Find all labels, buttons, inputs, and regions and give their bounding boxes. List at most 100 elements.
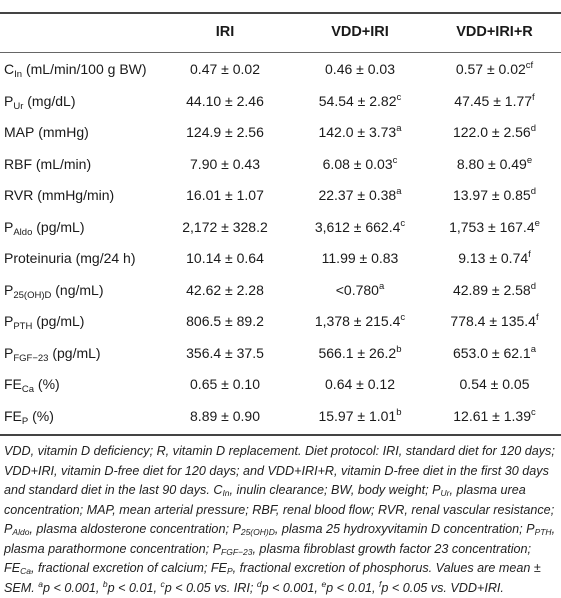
value-iri-text: 42.62 ± 2.28 xyxy=(186,281,264,298)
value-iri-text: 806.5 ± 89.2 xyxy=(186,313,264,329)
row-label-symbol: P xyxy=(4,218,14,235)
value-vdd-iri-r-text: 122.0 ± 2.56 xyxy=(452,124,531,140)
value-iri-text: 356.4 ± 37.5 xyxy=(186,344,264,361)
significance-mark: f xyxy=(535,312,539,323)
value-vdd-iri: 142.0 ± 3.73a xyxy=(300,119,420,146)
row-label-subscript: Aldo xyxy=(13,226,33,238)
footnote-text: p < 0.01, xyxy=(107,580,161,595)
value-vdd-iri-text: 3,612 ± 662.4 xyxy=(314,218,401,235)
significance-mark: c xyxy=(400,312,406,323)
top-rule xyxy=(0,12,561,14)
table-row: FEP (%) 8.89 ± 0.90 15.97 ± 1.01b 12.61 ± 1… xyxy=(0,403,561,430)
table-row: Proteinuria (mg/24 h) 10.14 ± 0.64 11.99 ±… xyxy=(0,245,561,272)
row-label-unit: (%) xyxy=(34,376,60,392)
value-vdd-iri-r-text: 653.0 ± 62.1 xyxy=(452,344,531,361)
row-label-symbol: P xyxy=(4,344,14,361)
value-vdd-iri-r-text: 47.45 ± 1.77 xyxy=(454,92,533,109)
row-label-symbol: P xyxy=(4,92,14,109)
value-iri: 44.10 ± 2.46 xyxy=(170,88,280,115)
value-vdd-iri: 0.64 ± 0.12 xyxy=(300,371,420,398)
row-label-unit: (mmHg) xyxy=(34,124,89,140)
row-label-subscript: FGF−23 xyxy=(13,352,49,364)
significance-mark: f xyxy=(528,249,531,260)
value-iri: 806.5 ± 89.2 xyxy=(170,308,280,335)
row-label-unit: (pg/mL) xyxy=(32,218,85,235)
row-label: PAldo (pg/mL) xyxy=(4,214,84,241)
value-iri-text: 8.89 ± 0.90 xyxy=(190,407,260,424)
table-row: RBF (mL/min) 7.90 ± 0.43 6.08 ± 0.03c 8.80 … xyxy=(0,151,561,178)
row-label: RVR (mmHg/min) xyxy=(4,182,114,209)
table-row: FECa (%) 0.65 ± 0.10 0.64 ± 0.12 0.54 ± 0.0… xyxy=(0,371,561,398)
header-iri: IRI xyxy=(215,24,235,40)
value-vdd-iri: 566.1 ± 26.2b xyxy=(300,340,420,367)
header-rule xyxy=(0,52,561,53)
table-row: PFGF−23 (pg/mL) 356.4 ± 37.5 566.1 ± 26.2b… xyxy=(0,340,561,367)
row-label-unit: (mL/min) xyxy=(32,155,92,172)
table-row: PUr (mg/dL) 44.10 ± 2.46 54.54 ± 2.82c 47.4… xyxy=(0,88,561,115)
value-vdd-iri-text: 142.0 ± 3.73 xyxy=(318,124,397,140)
value-vdd-iri-r: 0.57 ± 0.02cf xyxy=(428,56,561,83)
value-iri-text: 16.01 ± 1.07 xyxy=(186,187,264,203)
significance-mark: a xyxy=(396,186,402,197)
value-vdd-iri-r-text: 12.61 ± 1.39 xyxy=(453,407,531,424)
value-iri-text: 0.65 ± 0.10 xyxy=(190,376,260,392)
row-label: PUr (mg/dL) xyxy=(4,88,76,115)
header-vdd-iri: VDD+IRI xyxy=(331,24,389,40)
row-label-subscript: 25(OH)D xyxy=(13,289,52,301)
footnote-sub: Aldo xyxy=(12,527,30,537)
value-vdd-iri-r: 0.54 ± 0.05 xyxy=(428,371,561,398)
value-iri-text: 124.9 ± 2.56 xyxy=(186,124,264,140)
row-label-unit: (mg/24 h) xyxy=(71,250,136,266)
value-vdd-iri-r: 13.97 ± 0.85d xyxy=(428,182,561,209)
footnote-sub: FGF−23 xyxy=(221,546,253,557)
footnote-text: , plasma 25 hydroxyvitamin D concentrati… xyxy=(274,522,535,536)
footnote-text: , fractional excretion of calcium; FE xyxy=(30,561,227,575)
significance-mark: a xyxy=(530,343,537,355)
row-label-subscript: Ca xyxy=(21,384,35,395)
header-vdd-iri-r: VDD+IRI+R xyxy=(456,24,533,40)
significance-mark: c xyxy=(396,91,402,103)
significance-mark: c xyxy=(392,154,398,166)
footnote-sub: In xyxy=(222,488,230,498)
row-label-symbol: RVR xyxy=(4,187,34,203)
table-row: CIn (mL/min/100 g BW) 0.47 ± 0.02 0.46 ± 0… xyxy=(0,56,561,83)
row-label: Proteinuria (mg/24 h) xyxy=(4,245,136,272)
row-label-subscript: PTH xyxy=(13,321,33,332)
value-vdd-iri-r: 1,753 ± 167.4e xyxy=(428,214,561,241)
table-row: PPTH (pg/mL) 806.5 ± 89.2 1,378 ± 215.4c 77… xyxy=(0,308,561,335)
value-vdd-iri-r-text: 8.80 ± 0.49 xyxy=(456,155,527,172)
value-vdd-iri-r-text: 42.89 ± 2.58 xyxy=(452,281,531,298)
significance-mark: d xyxy=(530,280,537,292)
value-vdd-iri-r: 47.45 ± 1.77f xyxy=(428,88,561,115)
value-vdd-iri: 1,378 ± 215.4c xyxy=(300,308,420,335)
row-label-symbol: MAP xyxy=(4,124,35,140)
value-vdd-iri-r: 778.4 ± 135.4f xyxy=(428,308,561,335)
value-iri-text: 44.10 ± 2.46 xyxy=(186,92,264,109)
row-label-unit: (mg/dL) xyxy=(23,92,76,109)
value-vdd-iri-r-text: 0.57 ± 0.02 xyxy=(455,61,526,77)
value-vdd-iri: 54.54 ± 2.82c xyxy=(300,88,420,115)
value-vdd-iri-r: 9.13 ± 0.74f xyxy=(428,245,561,272)
value-vdd-iri: 6.08 ± 0.03c xyxy=(300,151,420,178)
row-label-unit: (pg/mL) xyxy=(32,313,85,329)
value-iri: 16.01 ± 1.07 xyxy=(170,182,280,209)
footnote-text: , plasma urea concentration; MAP, mean a… xyxy=(4,483,555,536)
footnote-text: p < 0.05 vs. VDD+IRI. xyxy=(381,580,504,595)
value-vdd-iri-text: 6.08 ± 0.03 xyxy=(322,155,393,172)
significance-mark: b xyxy=(396,343,402,355)
significance-mark: cf xyxy=(525,60,534,71)
value-vdd-iri-text: 54.54 ± 2.82 xyxy=(318,92,397,109)
row-label-symbol: P xyxy=(4,313,14,329)
footnote-sub: Ur xyxy=(440,488,450,498)
value-iri: 124.9 ± 2.56 xyxy=(170,119,280,146)
row-label: FECa (%) xyxy=(4,371,60,398)
row-label-subscript: P xyxy=(21,415,29,427)
value-vdd-iri-r: 42.89 ± 2.58d xyxy=(428,277,561,304)
row-label-symbol: P xyxy=(4,281,14,298)
value-vdd-iri-r-text: 9.13 ± 0.74 xyxy=(458,250,529,266)
row-label-symbol: C xyxy=(4,61,15,77)
value-vdd-iri-text: 0.64 ± 0.12 xyxy=(325,376,395,392)
value-vdd-iri-text: <0.780 xyxy=(335,281,379,298)
value-iri: 42.62 ± 2.28 xyxy=(170,277,280,304)
footnote-text: p < 0.001, xyxy=(43,580,103,595)
